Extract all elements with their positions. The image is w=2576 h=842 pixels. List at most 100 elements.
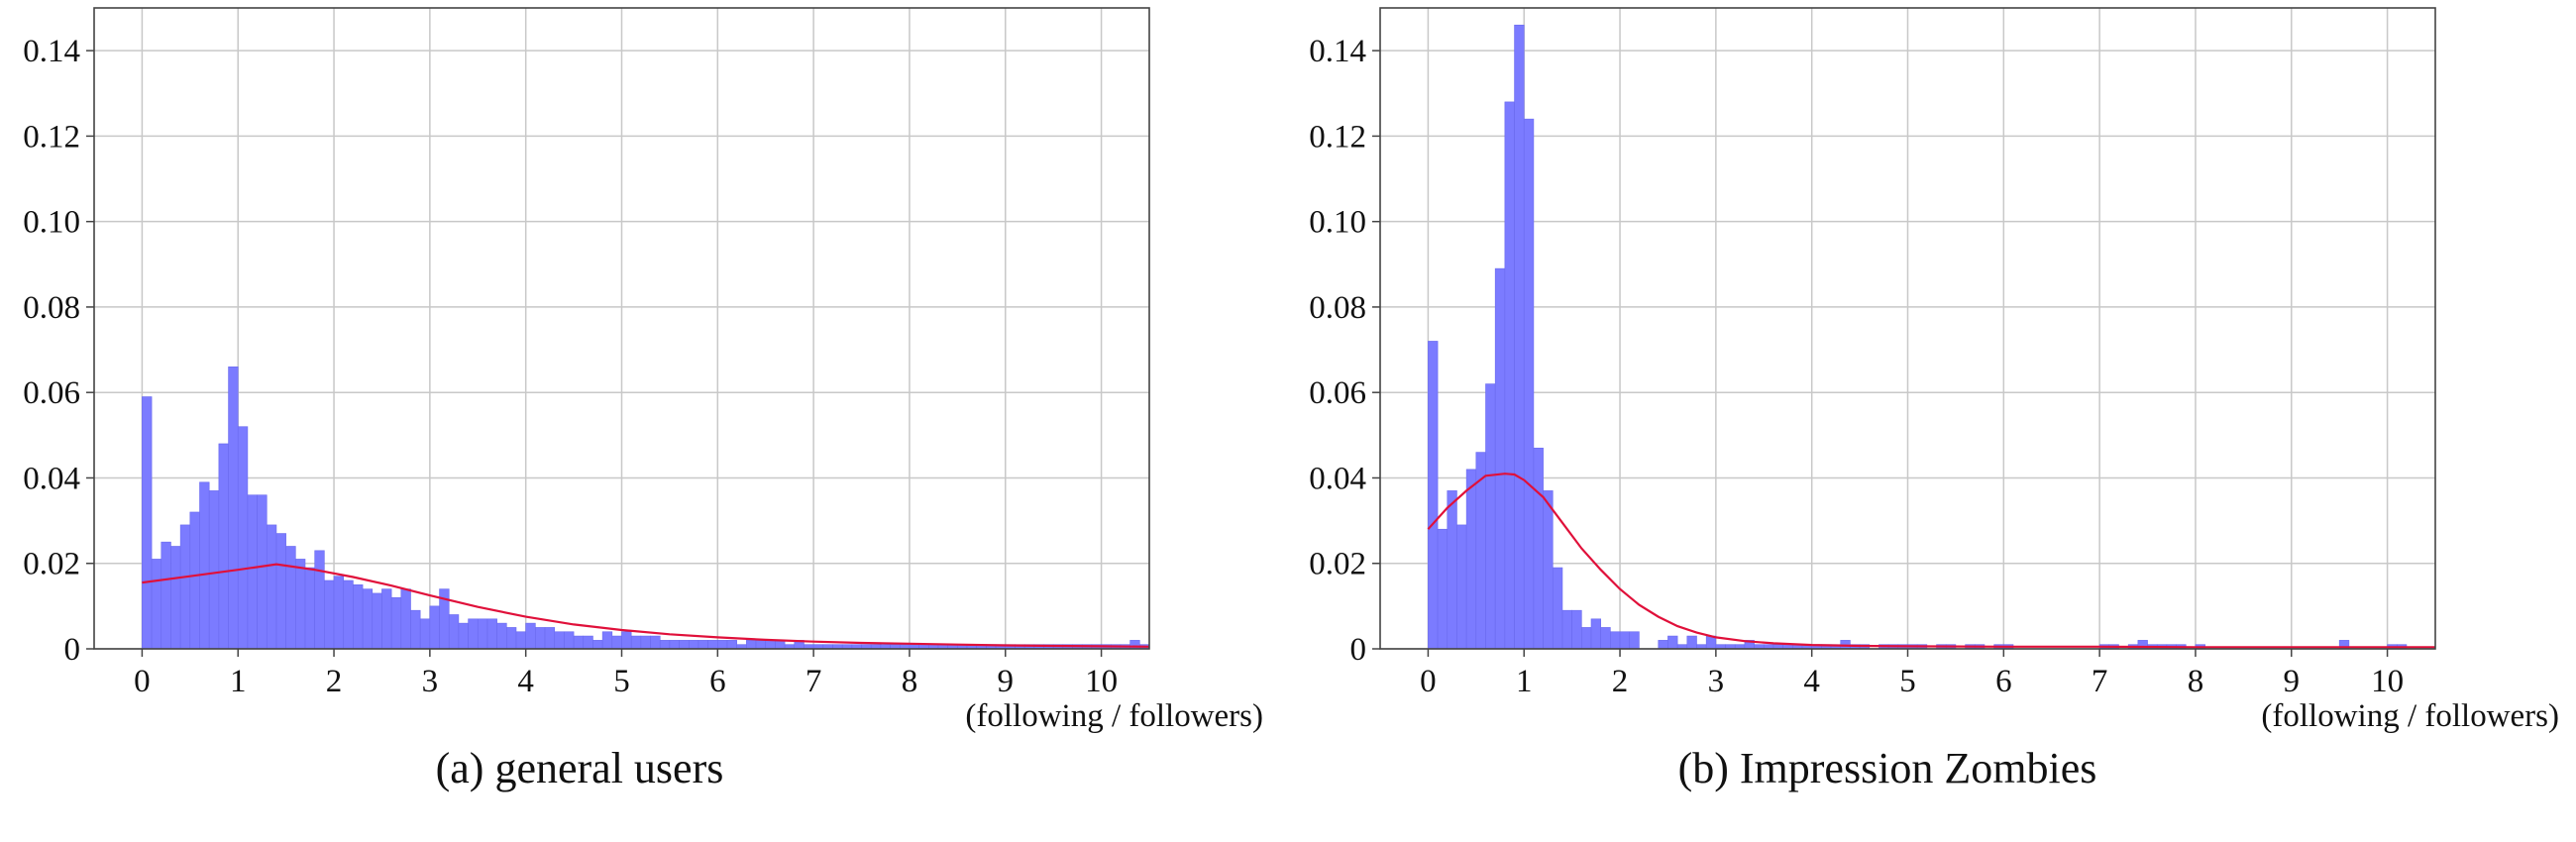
histogram-bar — [199, 481, 210, 650]
histogram-bar — [496, 622, 507, 650]
histogram-bar — [1581, 627, 1592, 650]
histogram-bar — [1533, 447, 1544, 650]
histogram-bar — [218, 443, 229, 650]
histogram-bar — [477, 618, 488, 650]
histogram-bar — [353, 583, 364, 650]
histogram-bar — [650, 635, 661, 650]
y-tick-label: 0.10 — [23, 205, 80, 241]
histogram-bar — [314, 550, 325, 650]
histogram-bar — [746, 640, 757, 650]
histogram-bar — [142, 396, 153, 650]
y-tick-label: 0 — [1350, 632, 1367, 668]
histogram-bar — [726, 640, 737, 650]
y-tick-label: 0.04 — [1309, 461, 1366, 496]
histogram-bar — [237, 426, 249, 650]
histogram-bar — [765, 640, 776, 650]
fit-curve — [1427, 473, 2435, 649]
histogram-bar — [1514, 24, 1525, 650]
x-tick-label: 4 — [1803, 664, 1820, 699]
x-tick-label: 10 — [2371, 664, 2404, 699]
y-tick-label: 0.14 — [1309, 34, 1366, 69]
histogram-bar — [544, 627, 556, 650]
histogram-bar — [275, 533, 286, 650]
histogram-bar — [170, 546, 181, 650]
histogram-bar — [1494, 267, 1506, 650]
histogram-bar — [333, 576, 345, 650]
histogram-bars — [142, 367, 1150, 650]
histogram-bar — [535, 627, 546, 650]
histogram-bar — [1437, 528, 1449, 650]
x-tick-label: 5 — [613, 664, 630, 699]
y-tick-label: 0.08 — [1309, 290, 1366, 326]
x-tick-label: 0 — [134, 664, 151, 699]
histogram-bar — [381, 588, 392, 650]
histogram-bar — [573, 635, 585, 650]
histogram-bar — [659, 640, 671, 650]
histogram-bar — [266, 524, 277, 650]
y-tick-label: 0.04 — [23, 461, 80, 496]
x-tick-label: 10 — [1085, 664, 1118, 699]
x-tick-label: 8 — [2188, 664, 2204, 699]
fit-curve — [142, 563, 1150, 648]
histogram-bar — [669, 640, 680, 650]
histogram-bar — [1600, 627, 1611, 650]
histogram-bar — [208, 490, 220, 650]
histogram-bar — [1619, 631, 1631, 650]
x-tick-label: 6 — [1995, 664, 2012, 699]
histogram-bar — [1667, 635, 1678, 650]
histogram-bar — [1428, 341, 1439, 650]
histogram-bar — [707, 640, 718, 650]
histogram-bar — [1590, 618, 1601, 650]
x-tick-label: 9 — [2284, 664, 2301, 699]
histogram-bar — [1629, 631, 1640, 650]
histogram-bar — [419, 618, 431, 650]
histogram-bar — [1447, 490, 1457, 650]
x-tick-label: 8 — [902, 664, 918, 699]
histogram-bar — [611, 635, 622, 650]
histogram-bar — [630, 635, 642, 650]
histogram-bar — [506, 627, 517, 650]
x-axis-label: (following / followers) — [2261, 698, 2559, 734]
histogram-bar — [564, 631, 575, 650]
x-tick-label: 3 — [422, 664, 439, 699]
histogram-bars — [1428, 24, 2408, 650]
histogram-bar — [151, 559, 162, 650]
x-tick-label: 2 — [1612, 664, 1629, 699]
histogram-bar — [515, 631, 526, 650]
histogram-bar — [429, 605, 440, 650]
histogram-bar — [285, 546, 296, 650]
histogram-bar — [400, 588, 411, 650]
panel-impression-zombies: 0 1 2 3 4 5 6 7 8 9 10 0 0.02 0.04 0.06 0.08 0.10 0.12 0.1… — [1309, 7, 2559, 792]
histogram-bar — [688, 640, 699, 650]
histogram-bar — [161, 541, 171, 650]
histogram-bar — [1561, 609, 1572, 650]
x-tick-label: 9 — [998, 664, 1015, 699]
histogram-bar — [1552, 567, 1563, 650]
caption-general-users: (a) general users — [436, 744, 724, 792]
histogram-bar — [1571, 609, 1582, 650]
y-tick-label: 0.06 — [23, 375, 80, 411]
y-tick-label: 0.06 — [1309, 375, 1366, 411]
histogram-bar — [390, 596, 402, 650]
histogram-bar — [1485, 383, 1496, 650]
x-tick-label: 0 — [1420, 664, 1437, 699]
histogram-bar — [304, 567, 315, 650]
histogram-bar — [621, 631, 632, 650]
histogram-bar — [1658, 640, 1668, 650]
histogram-bar — [1610, 631, 1621, 650]
y-tick-label: 0.02 — [1309, 547, 1366, 582]
histogram-bar — [1686, 635, 1697, 650]
x-tick-label: 7 — [805, 664, 822, 699]
y-tick-label: 0.08 — [23, 290, 80, 326]
histogram-bar — [1523, 118, 1535, 650]
x-tick-label: 4 — [517, 664, 534, 699]
y-tick-label: 0.02 — [23, 547, 80, 582]
histogram-bar — [679, 640, 690, 650]
histogram-bar — [179, 524, 191, 650]
panel-general-users: 0 1 2 3 4 5 6 7 8 9 10 0 0.02 0.04 0.06 0.08 0.10 0.12 0.1… — [23, 7, 1263, 792]
y-tick-label: 0.12 — [1309, 119, 1366, 155]
y-tick-label: 0.12 — [23, 119, 80, 155]
histogram-bar — [601, 631, 613, 650]
histogram-bar — [468, 618, 479, 650]
histogram-bar — [372, 592, 382, 650]
